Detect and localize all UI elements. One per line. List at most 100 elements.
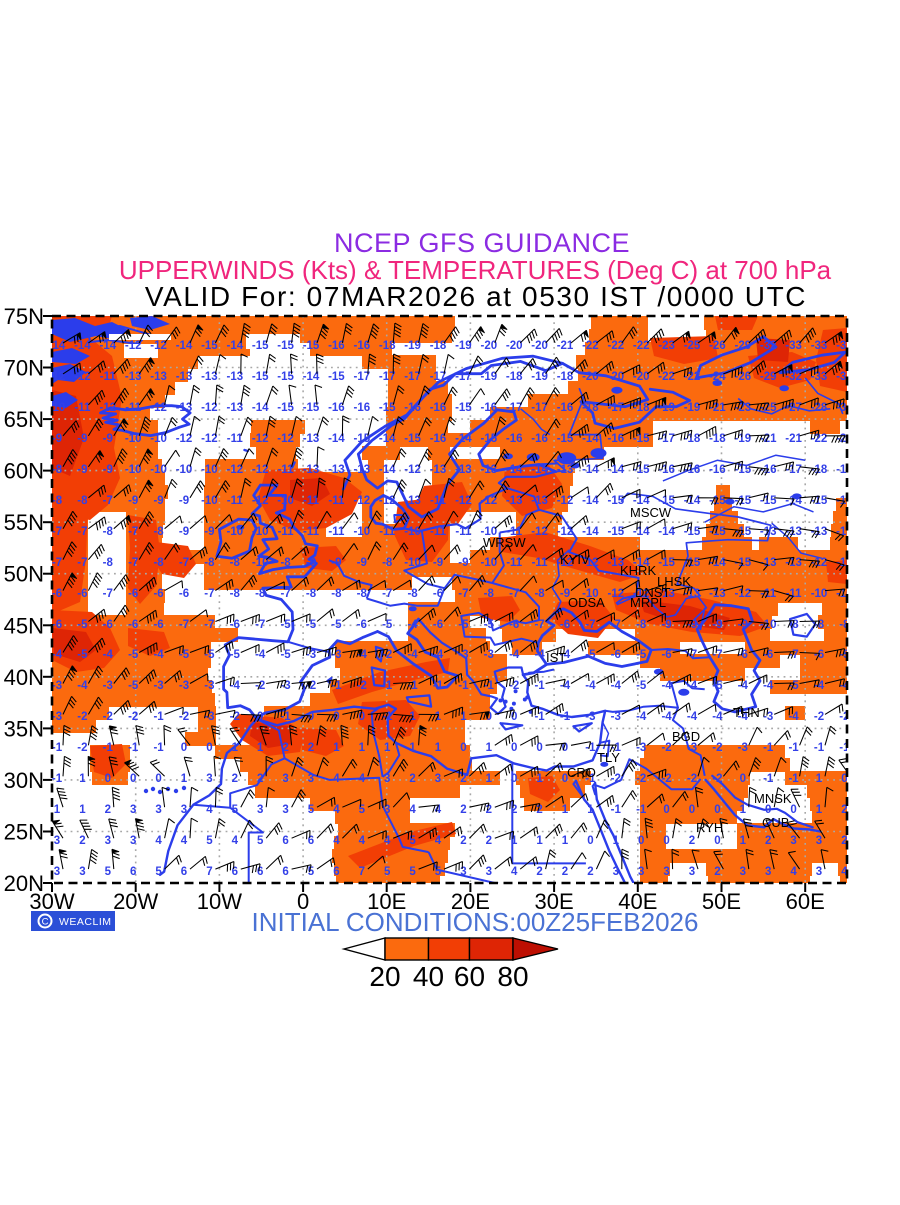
svg-text:-9: -9	[306, 557, 316, 569]
svg-text:-17: -17	[506, 402, 523, 414]
svg-text:2: 2	[689, 835, 695, 847]
svg-text:-14: -14	[49, 340, 66, 352]
svg-text:-15: -15	[709, 495, 726, 507]
svg-text:-3: -3	[103, 680, 113, 692]
svg-text:3: 3	[435, 773, 441, 785]
svg-text:-15: -15	[303, 402, 320, 414]
svg-text:-13: -13	[709, 588, 726, 600]
svg-text:-4: -4	[357, 649, 368, 661]
svg-text:-2: -2	[687, 773, 697, 785]
svg-text:1: 1	[409, 742, 416, 754]
svg-text:-1: -1	[788, 742, 799, 754]
svg-text:MRPL: MRPL	[630, 595, 666, 610]
svg-text:-15: -15	[633, 433, 650, 445]
svg-text:-19: -19	[404, 340, 421, 352]
svg-text:-7: -7	[77, 557, 87, 569]
svg-text:-4: -4	[407, 619, 418, 631]
svg-text:-16: -16	[328, 402, 345, 414]
svg-text:3: 3	[816, 866, 822, 878]
svg-text:2: 2	[232, 773, 238, 785]
svg-text:1: 1	[587, 804, 594, 816]
svg-text:3: 3	[130, 804, 136, 816]
svg-text:3: 3	[663, 866, 669, 878]
svg-text:2: 2	[536, 866, 542, 878]
svg-text:-10: -10	[353, 526, 370, 538]
svg-text:-1: -1	[611, 804, 622, 816]
svg-text:-11: -11	[125, 402, 142, 414]
svg-text:-7: -7	[382, 588, 392, 600]
svg-text:-6: -6	[357, 619, 367, 631]
svg-text:0: 0	[663, 835, 669, 847]
svg-text:-4: -4	[611, 680, 622, 692]
svg-text:-17: -17	[455, 371, 472, 383]
svg-text:40: 40	[413, 961, 444, 992]
svg-text:-1: -1	[484, 680, 495, 692]
svg-text:-8: -8	[331, 588, 342, 600]
svg-text:-33: -33	[811, 371, 828, 383]
svg-text:-5: -5	[204, 649, 215, 661]
svg-text:-1: -1	[52, 742, 63, 754]
svg-text:-5: -5	[484, 619, 495, 631]
svg-text:KYIV: KYIV	[560, 552, 590, 567]
svg-text:-1: -1	[128, 742, 139, 754]
svg-text:-16: -16	[658, 464, 675, 476]
svg-text:-28: -28	[811, 402, 828, 414]
svg-text:-9: -9	[712, 619, 722, 631]
svg-text:-14: -14	[582, 464, 599, 476]
svg-text:-12: -12	[150, 402, 167, 414]
svg-text:-12: -12	[277, 433, 294, 445]
svg-text:-11: -11	[455, 526, 472, 538]
svg-text:-1: -1	[763, 742, 774, 754]
svg-text:-12: -12	[607, 588, 624, 600]
svg-text:2: 2	[562, 866, 568, 878]
svg-text:-8: -8	[280, 557, 291, 569]
svg-text:-12: -12	[557, 526, 574, 538]
svg-text:45N: 45N	[4, 613, 44, 638]
svg-text:-9: -9	[458, 557, 468, 569]
svg-text:-11: -11	[278, 526, 295, 538]
svg-text:4: 4	[511, 866, 518, 878]
svg-text:-16: -16	[430, 433, 447, 445]
svg-text:-3: -3	[585, 711, 595, 723]
svg-text:-10: -10	[201, 464, 218, 476]
svg-text:-4: -4	[661, 680, 672, 692]
svg-text:-17: -17	[379, 371, 396, 383]
svg-text:-12: -12	[176, 433, 193, 445]
svg-text:0: 0	[663, 804, 669, 816]
svg-text:-6: -6	[560, 619, 570, 631]
svg-text:-16: -16	[353, 402, 370, 414]
svg-text:4: 4	[841, 866, 848, 878]
svg-text:-15: -15	[684, 557, 701, 569]
svg-text:2: 2	[486, 804, 492, 816]
svg-text:-8: -8	[77, 495, 88, 507]
svg-text:1: 1	[460, 711, 467, 723]
svg-text:-13: -13	[201, 371, 218, 383]
svg-text:-6: -6	[661, 649, 671, 661]
svg-text:-20: -20	[582, 371, 599, 383]
svg-text:-13: -13	[303, 464, 320, 476]
svg-text:-8: -8	[230, 557, 241, 569]
svg-text:40E: 40E	[618, 889, 657, 914]
svg-text:-15: -15	[480, 433, 497, 445]
svg-text:-6: -6	[509, 619, 519, 631]
svg-text:-6: -6	[77, 588, 87, 600]
svg-text:-1: -1	[458, 680, 469, 692]
svg-text:-3: -3	[306, 649, 316, 661]
svg-text:-7: -7	[280, 588, 290, 600]
svg-text:-14: -14	[455, 433, 472, 445]
svg-text:-15: -15	[379, 402, 396, 414]
svg-text:5: 5	[155, 866, 162, 878]
svg-text:-15: -15	[277, 340, 294, 352]
svg-text:1: 1	[562, 804, 569, 816]
svg-text:-8: -8	[534, 588, 545, 600]
svg-text:3: 3	[486, 866, 492, 878]
svg-text:0: 0	[181, 742, 187, 754]
svg-text:-8: -8	[636, 619, 647, 631]
svg-text:0: 0	[765, 804, 771, 816]
svg-text:-8: -8	[52, 464, 63, 476]
svg-text:-2: -2	[128, 711, 138, 723]
svg-text:-1: -1	[788, 773, 799, 785]
svg-text:ODSA: ODSA	[568, 595, 605, 610]
svg-text:3: 3	[384, 804, 390, 816]
svg-text:-2: -2	[509, 680, 519, 692]
